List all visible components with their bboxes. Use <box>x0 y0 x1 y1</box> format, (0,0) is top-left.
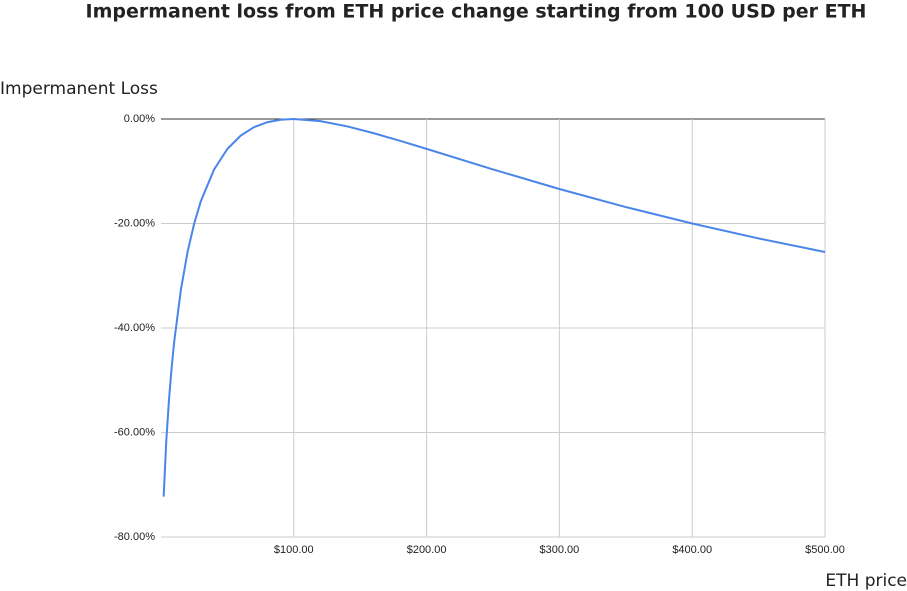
y-tick-label: -40.00% <box>114 322 155 334</box>
line <box>162 118 826 497</box>
x-axis-label: ETH price <box>825 571 907 591</box>
x-tick-label: $200.00 <box>407 544 447 556</box>
x-tick-label: $500.00 <box>805 544 845 556</box>
x-tick-label: $100.00 <box>274 544 314 556</box>
y-tick-label: -80.00% <box>114 531 155 543</box>
y-axis-label: Impermanent Loss <box>0 79 158 99</box>
y-tick-label: -20.00% <box>114 217 155 229</box>
y-tick-label: 0.00% <box>124 113 155 125</box>
chart-title: Impermanent loss from ETH price change s… <box>86 1 867 23</box>
y-tick-label: -60.00% <box>114 426 155 438</box>
x-tick-label: $400.00 <box>672 544 712 556</box>
x-tick-label: $300.00 <box>540 544 580 556</box>
